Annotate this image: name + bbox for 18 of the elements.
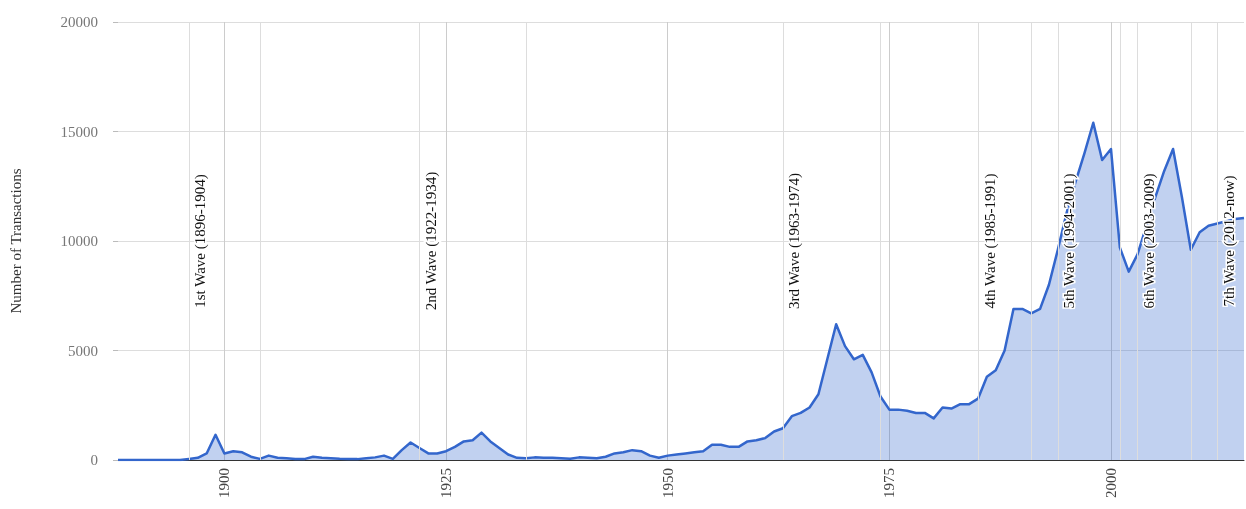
- y-tick-label: 10000: [60, 233, 98, 249]
- y-tick-label: 0: [90, 452, 98, 468]
- x-tick-label: 1950: [659, 468, 676, 498]
- y-tick-label: 15000: [60, 123, 98, 140]
- ref-line-label: 5th Wave (1994-2001): [1061, 173, 1079, 309]
- x-tick-label: 1900: [216, 468, 233, 498]
- y-axis-title: Number of Transactions: [7, 168, 24, 314]
- x-tick-label: 1925: [438, 468, 455, 498]
- y-tick-label: 20000: [60, 14, 98, 30]
- ref-line-label: 4th Wave (1985-1991): [981, 173, 999, 309]
- x-tick-label: 2000: [1103, 468, 1120, 498]
- y-tick-label: 5000: [68, 342, 98, 359]
- ref-line-label: 1st Wave (1896-1904): [192, 174, 210, 308]
- ref-line-label: 3rd Wave (1963-1974): [786, 173, 804, 309]
- ref-line-label: 7th Wave (2012-now): [1220, 175, 1238, 307]
- ref-line-label: 2nd Wave (1922-1934): [422, 171, 440, 311]
- x-tick-label: 1975: [881, 468, 898, 498]
- ref-line-label: 6th Wave (2003-2009): [1141, 173, 1159, 309]
